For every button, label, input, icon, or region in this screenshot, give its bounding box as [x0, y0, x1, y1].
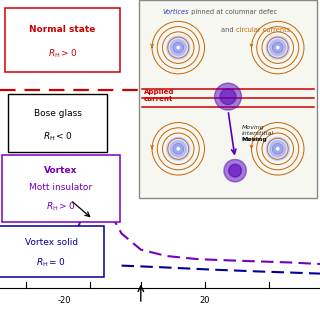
Circle shape: [220, 89, 236, 105]
Circle shape: [270, 40, 286, 55]
FancyBboxPatch shape: [8, 94, 107, 152]
Circle shape: [166, 137, 190, 161]
FancyBboxPatch shape: [139, 0, 317, 198]
Circle shape: [171, 40, 186, 55]
Text: -20: -20: [57, 296, 71, 305]
Circle shape: [276, 148, 279, 150]
Text: and: and: [220, 27, 236, 33]
Circle shape: [270, 141, 286, 157]
Text: Normal state: Normal state: [29, 25, 96, 34]
Circle shape: [276, 147, 280, 151]
Circle shape: [176, 147, 180, 151]
Circle shape: [173, 144, 183, 154]
Text: Bose glass: Bose glass: [34, 109, 82, 118]
Circle shape: [273, 144, 283, 154]
Circle shape: [229, 164, 242, 177]
Circle shape: [276, 45, 280, 50]
FancyBboxPatch shape: [0, 226, 104, 277]
Circle shape: [276, 46, 279, 49]
Text: Moving: Moving: [242, 137, 267, 142]
Circle shape: [224, 159, 246, 182]
Circle shape: [171, 141, 186, 157]
Text: Moving
interstitial
vortex: Moving interstitial vortex: [242, 125, 274, 142]
Text: $R_\mathrm{H} > 0$: $R_\mathrm{H} > 0$: [48, 47, 77, 60]
Text: $R_\mathrm{H} = 0$: $R_\mathrm{H} = 0$: [36, 257, 66, 269]
FancyBboxPatch shape: [5, 8, 120, 72]
Circle shape: [177, 46, 180, 49]
Text: $R_\mathrm{H} > 0$: $R_\mathrm{H} > 0$: [46, 200, 76, 213]
Circle shape: [166, 36, 190, 60]
Text: Vortex solid: Vortex solid: [25, 238, 78, 247]
Circle shape: [176, 45, 180, 50]
FancyBboxPatch shape: [2, 155, 120, 222]
Circle shape: [173, 43, 183, 52]
Circle shape: [215, 83, 242, 110]
Circle shape: [266, 36, 290, 60]
Text: Applied
current: Applied current: [144, 89, 174, 101]
Circle shape: [266, 137, 290, 161]
Text: Vortices: Vortices: [162, 9, 189, 15]
Text: $R_\mathrm{H} < 0$: $R_\mathrm{H} < 0$: [43, 131, 72, 143]
Circle shape: [273, 43, 283, 52]
Text: pinned at columnar defec: pinned at columnar defec: [188, 9, 277, 15]
Circle shape: [177, 148, 180, 150]
Text: Vortex: Vortex: [44, 166, 77, 175]
Text: circular currents: circular currents: [236, 27, 290, 33]
Text: 20: 20: [200, 296, 210, 305]
Text: Mott insulator: Mott insulator: [29, 183, 92, 192]
